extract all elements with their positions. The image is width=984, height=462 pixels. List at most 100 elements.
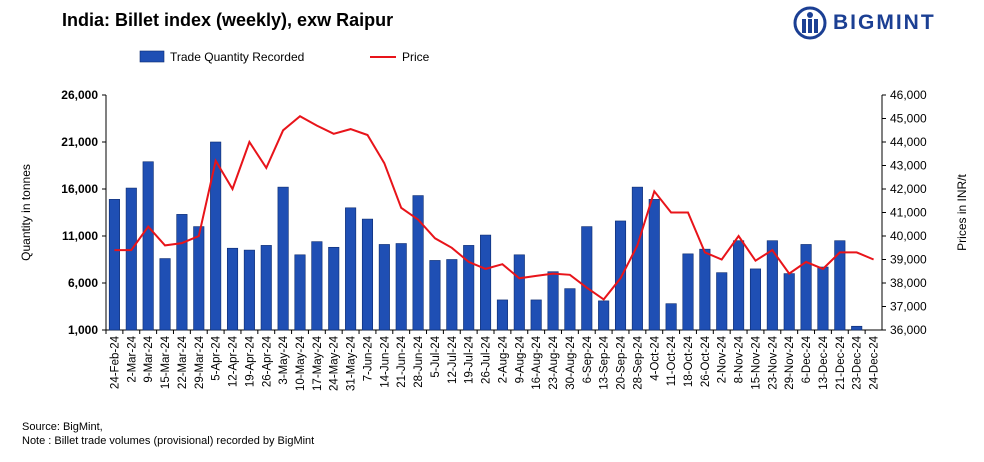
legend-bar-swatch xyxy=(139,50,165,63)
x-tick-label: 8-Nov-24 xyxy=(734,335,746,383)
quantity-bar xyxy=(480,234,492,331)
quantity-bar xyxy=(412,195,424,331)
quantity-bar xyxy=(496,299,508,331)
quantity-bar xyxy=(513,254,525,331)
quantity-bar xyxy=(395,243,407,331)
quantity-bar xyxy=(142,161,154,331)
quantity-bar xyxy=(345,207,357,331)
x-tick-label: 26-Jul-24 xyxy=(481,335,493,384)
quantity-bar xyxy=(193,226,205,331)
x-tick-label: 19-Jul-24 xyxy=(464,335,476,384)
price-line xyxy=(114,114,874,301)
right-tick-label: 37,000 xyxy=(890,300,927,314)
bigmint-logo-icon xyxy=(793,6,827,40)
x-tick-label: 31-May-24 xyxy=(346,335,358,391)
x-tick-label: 26-Oct-24 xyxy=(700,335,712,387)
quantity-bar xyxy=(125,187,137,331)
x-tick-label: 9-Aug-24 xyxy=(514,335,526,383)
left-tick-label: 6,000 xyxy=(68,276,98,290)
quantity-bar xyxy=(851,325,863,331)
quantity-bar xyxy=(361,218,374,331)
x-tick-label: 13-Sep-24 xyxy=(599,335,611,389)
x-tick-label: 10-May-24 xyxy=(295,335,307,391)
quantity-bar xyxy=(429,260,441,331)
x-tick-label: 5-Apr-24 xyxy=(211,335,223,380)
right-tick-label: 38,000 xyxy=(890,276,927,290)
x-tick-label: 30-Aug-24 xyxy=(565,335,577,389)
x-tick-label: 7-Jun-24 xyxy=(362,335,374,381)
x-tick-label: 11-Oct-24 xyxy=(666,335,678,386)
x-tick-label: 20-Sep-24 xyxy=(616,335,628,389)
x-tick-label: 28-Jun-24 xyxy=(413,335,425,387)
x-tick-label: 6-Dec-24 xyxy=(801,335,813,383)
chart-title: India: Billet index (weekly), exw Raipur xyxy=(62,10,394,30)
bigmint-logo: BIGMINT xyxy=(793,6,973,40)
quantity-bar xyxy=(176,214,188,331)
quantity-bar xyxy=(328,246,340,331)
left-tick-label: 16,000 xyxy=(61,182,98,196)
x-tick-label: 13-Dec-24 xyxy=(818,335,830,389)
x-tick-label: 17-May-24 xyxy=(312,335,324,391)
y2-axis-title: Prices in INR/t xyxy=(955,173,969,250)
quantity-bar xyxy=(598,300,610,331)
quantity-bar xyxy=(800,244,812,331)
quantity-bar xyxy=(243,249,255,331)
x-tick-label: 29-Nov-24 xyxy=(784,335,796,389)
x-tick-label: 2-Mar-24 xyxy=(126,335,138,382)
quantity-bar xyxy=(699,248,711,331)
right-tick-label: 36,000 xyxy=(890,323,927,337)
quantity-bar xyxy=(159,258,171,331)
quantity-bar xyxy=(665,303,677,331)
quantity-bar xyxy=(648,199,660,331)
quantity-bar xyxy=(733,240,745,331)
quantity-bar xyxy=(834,240,846,331)
x-tick-label: 14-Jun-24 xyxy=(379,335,391,387)
x-tick-label: 24-Feb-24 xyxy=(109,335,121,389)
right-tick-label: 43,000 xyxy=(890,159,927,173)
quantity-bar xyxy=(446,259,458,331)
quantity-bar xyxy=(817,266,829,331)
bigmint-logo-text: BIGMINT xyxy=(833,11,936,34)
quantity-bar xyxy=(277,186,289,331)
quantity-bar xyxy=(530,299,542,331)
x-tick-label: 16-Aug-24 xyxy=(531,335,543,389)
left-tick-label: 1,000 xyxy=(68,323,98,337)
x-tick-label: 18-Oct-24 xyxy=(683,335,695,387)
quantity-bar xyxy=(108,199,120,331)
quantity-bar xyxy=(378,244,390,331)
x-tick-label: 2-Aug-24 xyxy=(497,335,509,383)
right-tick-label: 42,000 xyxy=(890,182,927,196)
x-tick-label: 6-Sep-24 xyxy=(582,335,594,383)
quantity-bar xyxy=(631,186,643,331)
x-tick-label: 24-Dec-24 xyxy=(869,335,881,389)
x-tick-label: 4-Oct-24 xyxy=(649,335,661,380)
quantity-bar xyxy=(766,240,778,331)
x-tick-label: 24-May-24 xyxy=(329,335,341,391)
x-tick-label: 28-Sep-24 xyxy=(632,335,644,389)
x-tick-label: 9-Mar-24 xyxy=(143,335,155,382)
x-tick-label: 23-Aug-24 xyxy=(548,335,560,389)
quantity-bar xyxy=(716,272,728,331)
quantity-bar xyxy=(226,247,239,331)
quantity-bar xyxy=(210,141,222,331)
x-tick-label: 26-Apr-24 xyxy=(261,335,273,387)
quantity-bar xyxy=(581,226,593,331)
quantity-bar xyxy=(749,268,762,331)
quantity-bar xyxy=(260,245,272,331)
quantity-bar xyxy=(783,273,795,331)
quantity-bar xyxy=(614,220,627,331)
x-tick-label: 5-Jul-24 xyxy=(430,335,442,377)
legend-line-label: Price xyxy=(402,50,430,64)
quantity-bar xyxy=(682,253,694,331)
legend-bar-label: Trade Quantity Recorded xyxy=(170,50,304,64)
source-note: Source: BigMint, xyxy=(22,421,103,433)
quantity-bar xyxy=(564,288,576,331)
x-tick-label: 15-Nov-24 xyxy=(750,335,762,389)
volume-note: Note : Billet trade volumes (provisional… xyxy=(22,435,315,447)
left-tick-label: 11,000 xyxy=(62,229,98,243)
quantity-bar xyxy=(311,241,323,331)
x-tick-label: 12-Jul-24 xyxy=(447,335,459,384)
right-tick-label: 44,000 xyxy=(890,135,927,149)
x-tick-label: 21-Dec-24 xyxy=(835,335,847,389)
